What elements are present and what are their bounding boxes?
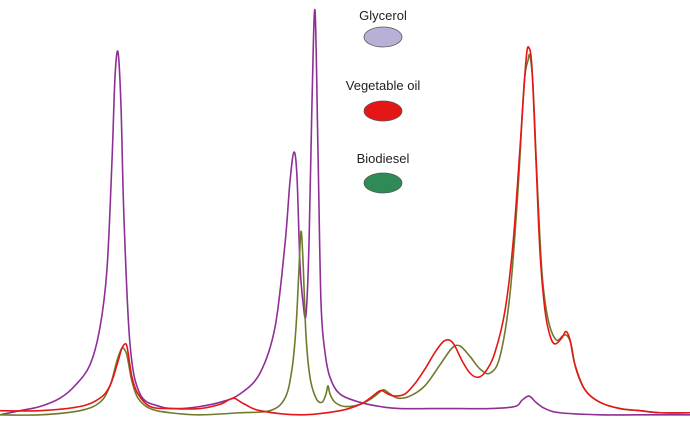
series-line-glycerol [0,8,690,416]
series-line-biodiesel [0,53,690,416]
legend-marker-biodiesel [363,172,403,194]
legend-marker-glycerol [363,26,403,48]
legend-marker-vegetable-oil [363,100,403,122]
legend-label-glycerol: Glycerol [359,8,407,23]
series-line-vegetable-oil [0,46,690,416]
legend-label-biodiesel: Biodiesel [357,151,410,166]
legend: Glycerol Vegetable oil Biodiesel [346,8,421,194]
legend-label-vegetable-oil: Vegetable oil [346,78,421,93]
series-lines [0,8,690,416]
